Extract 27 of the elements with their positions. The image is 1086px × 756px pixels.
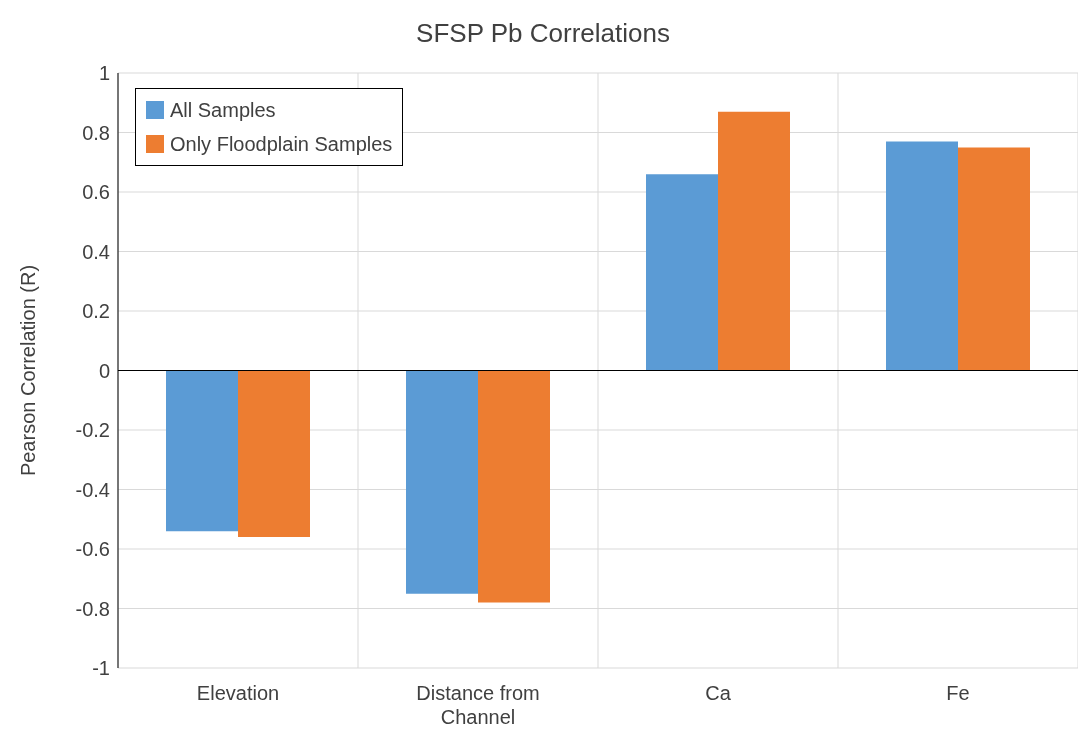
y-tick-label: 0.6 [82,181,110,204]
bar [478,370,550,603]
y-tick-label: -0.8 [75,597,110,620]
chart-title: SFSP Pb Correlations [415,17,671,50]
y-tick-label: -0.2 [75,419,110,442]
y-tick-label: 0 [98,359,110,382]
legend-label: Only Floodplain Samples [170,132,393,156]
y-tick-label: 0.8 [82,121,110,144]
bar [166,370,238,532]
y-tick-label: -0.6 [75,538,110,561]
bar [958,147,1030,371]
bar [238,370,310,538]
y-tick-label: -1 [92,657,110,680]
y-axis-title: Pearson Correlation (R) [17,264,40,477]
x-tick-label: Ca [705,682,732,704]
bar [886,141,958,371]
x-tick-label: Distance from Channel [416,682,540,728]
y-tick-label: -0.4 [75,478,110,501]
bar [406,370,478,594]
y-tick-label: 0.2 [82,300,110,323]
y-tick-label: 1 [98,62,110,85]
bar [718,111,790,371]
legend-label: All Samples [170,98,276,122]
bar [646,174,718,371]
y-tick-label: 0.4 [82,240,110,263]
x-tick-label: Elevation [196,682,280,704]
x-tick-label: Fe [946,682,970,704]
